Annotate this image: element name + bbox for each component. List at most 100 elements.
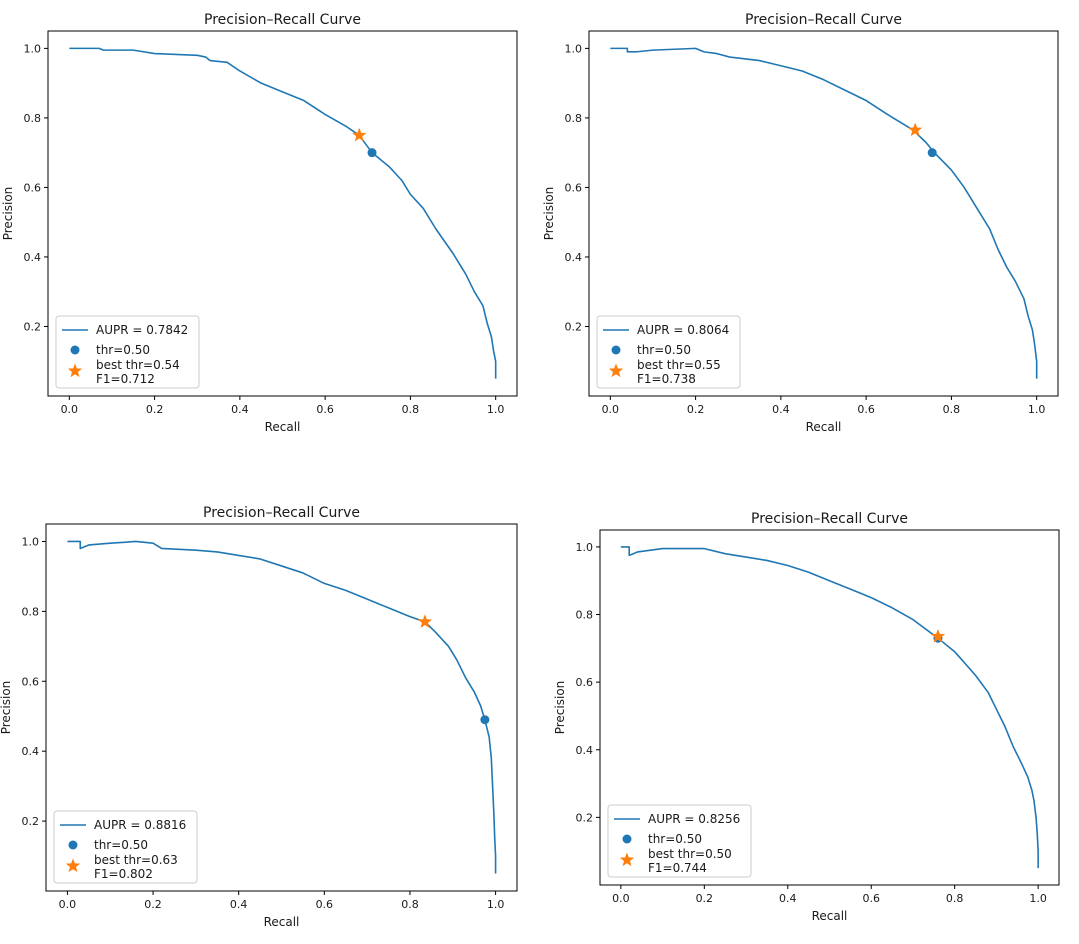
legend-threshold-swatch bbox=[622, 834, 632, 844]
x-tick-label: 0.4 bbox=[231, 403, 249, 416]
y-tick-label: 0.4 bbox=[576, 744, 594, 757]
y-tick-label: 0.2 bbox=[565, 320, 583, 333]
plot-frame bbox=[45, 523, 518, 892]
x-tick-label: 0.6 bbox=[316, 403, 334, 416]
plot-frame bbox=[599, 529, 1060, 886]
legend-best-f1-label: F1=0.744 bbox=[648, 861, 707, 875]
legend-threshold-swatch bbox=[68, 840, 78, 850]
y-tick-label: 0.2 bbox=[22, 815, 40, 828]
y-tick-label: 0.4 bbox=[22, 745, 40, 758]
y-tick-label: 1.0 bbox=[576, 541, 594, 554]
pr-curve-line bbox=[610, 47, 1038, 379]
x-axis-label: Recall bbox=[806, 420, 842, 434]
x-axis-label: Recall bbox=[264, 915, 300, 929]
pr-chart-panel: Precision–Recall Curve 0.0 0.2 0.4 0.6 0.8 1.0… bbox=[553, 511, 1060, 923]
legend-best-star-swatch bbox=[67, 363, 83, 378]
plot-frame bbox=[588, 30, 1059, 397]
x-tick-label: 0.4 bbox=[779, 892, 797, 905]
legend-threshold-swatch bbox=[611, 345, 621, 355]
pr-chart-panel: Precision–Recall Curve 0.0 0.2 0.4 0.6 0.8 1.0… bbox=[1, 12, 518, 434]
y-tick-label: 0.8 bbox=[22, 605, 40, 618]
best-threshold-star-marker bbox=[417, 614, 433, 628]
legend-threshold-label: thr=0.50 bbox=[637, 343, 691, 357]
pr-chart-panel: Precision–Recall Curve 0.0 0.2 0.4 0.6 0.8 1.0… bbox=[0, 505, 518, 929]
legend-best-threshold-label: best thr=0.54 bbox=[96, 358, 180, 372]
x-tick-label: 0.2 bbox=[144, 898, 162, 911]
y-tick-label: 0.6 bbox=[576, 676, 594, 689]
legend-box bbox=[607, 804, 752, 878]
legend-best-f1-label: F1=0.802 bbox=[94, 867, 153, 881]
legend-best-threshold-label: best thr=0.50 bbox=[648, 847, 732, 861]
x-tick-label: 0.4 bbox=[772, 403, 790, 416]
legend-best-star-swatch bbox=[619, 852, 635, 867]
y-tick-label: 0.2 bbox=[576, 811, 594, 824]
y-axis-label: Precision bbox=[0, 681, 13, 735]
legend-best-star-swatch bbox=[65, 858, 81, 873]
legend-best-threshold-label: best thr=0.63 bbox=[94, 853, 178, 867]
chart-title: Precision–Recall Curve bbox=[751, 511, 908, 527]
legend-box bbox=[55, 315, 200, 389]
x-tick-label: 1.0 bbox=[487, 898, 505, 911]
x-tick-label: 0.2 bbox=[696, 892, 714, 905]
legend-best-f1-label: F1=0.738 bbox=[637, 372, 696, 386]
y-tick-label: 1.0 bbox=[565, 42, 583, 55]
x-axis-label: Recall bbox=[265, 420, 301, 434]
pr-curve-line bbox=[620, 546, 1039, 869]
y-tick-label: 0.8 bbox=[565, 112, 583, 125]
x-tick-label: 0.0 bbox=[59, 898, 77, 911]
legend-box bbox=[53, 810, 198, 884]
chart-title: Precision–Recall Curve bbox=[745, 12, 902, 28]
y-tick-label: 0.6 bbox=[565, 181, 583, 194]
y-tick-label: 0.6 bbox=[24, 181, 42, 194]
x-tick-label: 0.0 bbox=[61, 403, 79, 416]
x-tick-label: 0.8 bbox=[401, 898, 419, 911]
x-tick-label: 1.0 bbox=[1029, 892, 1047, 905]
pr-chart-panel: Precision–Recall Curve 0.0 0.2 0.4 0.6 0.8 1.0… bbox=[542, 12, 1059, 434]
legend-best-f1-label: F1=0.712 bbox=[96, 372, 155, 386]
x-tick-label: 0.6 bbox=[316, 898, 334, 911]
x-tick-label: 0.2 bbox=[146, 403, 164, 416]
legend-aupr-label: AUPR = 0.7842 bbox=[96, 323, 188, 337]
x-tick-label: 0.2 bbox=[687, 403, 705, 416]
x-tick-label: 1.0 bbox=[487, 403, 505, 416]
x-tick-label: 0.0 bbox=[612, 892, 630, 905]
best-threshold-star-marker bbox=[352, 127, 367, 142]
legend-threshold-swatch bbox=[70, 345, 80, 355]
threshold-point-marker bbox=[367, 148, 377, 158]
y-axis-label: Precision bbox=[553, 681, 567, 735]
x-tick-label: 0.8 bbox=[402, 403, 420, 416]
x-tick-label: 0.6 bbox=[862, 892, 880, 905]
y-tick-label: 0.2 bbox=[24, 320, 42, 333]
legend-aupr-label: AUPR = 0.8064 bbox=[637, 323, 729, 337]
chart-title: Precision–Recall Curve bbox=[203, 505, 360, 521]
x-tick-label: 0.6 bbox=[857, 403, 875, 416]
x-tick-label: 0.4 bbox=[230, 898, 248, 911]
threshold-point-marker bbox=[480, 715, 490, 725]
y-tick-label: 0.6 bbox=[22, 675, 40, 688]
legend-threshold-label: thr=0.50 bbox=[648, 832, 702, 846]
y-tick-label: 1.0 bbox=[24, 42, 42, 55]
chart-title: Precision–Recall Curve bbox=[204, 12, 361, 28]
legend-threshold-label: thr=0.50 bbox=[94, 838, 148, 852]
x-tick-label: 0.8 bbox=[943, 403, 961, 416]
y-tick-label: 0.8 bbox=[24, 112, 42, 125]
y-tick-label: 1.0 bbox=[22, 535, 40, 548]
plot-frame bbox=[47, 30, 518, 397]
threshold-point-marker bbox=[927, 148, 937, 158]
x-tick-label: 1.0 bbox=[1028, 403, 1046, 416]
best-threshold-star-marker bbox=[930, 629, 946, 643]
best-threshold-star-marker bbox=[908, 122, 923, 137]
x-tick-label: 0.0 bbox=[602, 403, 620, 416]
y-axis-label: Precision bbox=[1, 187, 15, 241]
y-axis-label: Precision bbox=[542, 187, 556, 241]
y-tick-label: 0.8 bbox=[576, 609, 594, 622]
legend-best-threshold-label: best thr=0.55 bbox=[637, 358, 721, 372]
legend-aupr-label: AUPR = 0.8816 bbox=[94, 818, 186, 832]
legend-best-star-swatch bbox=[608, 363, 624, 378]
legend-threshold-label: thr=0.50 bbox=[96, 343, 150, 357]
x-tick-label: 0.8 bbox=[946, 892, 964, 905]
legend-aupr-label: AUPR = 0.8256 bbox=[648, 812, 740, 826]
legend-box bbox=[596, 315, 741, 389]
x-axis-label: Recall bbox=[812, 909, 848, 923]
